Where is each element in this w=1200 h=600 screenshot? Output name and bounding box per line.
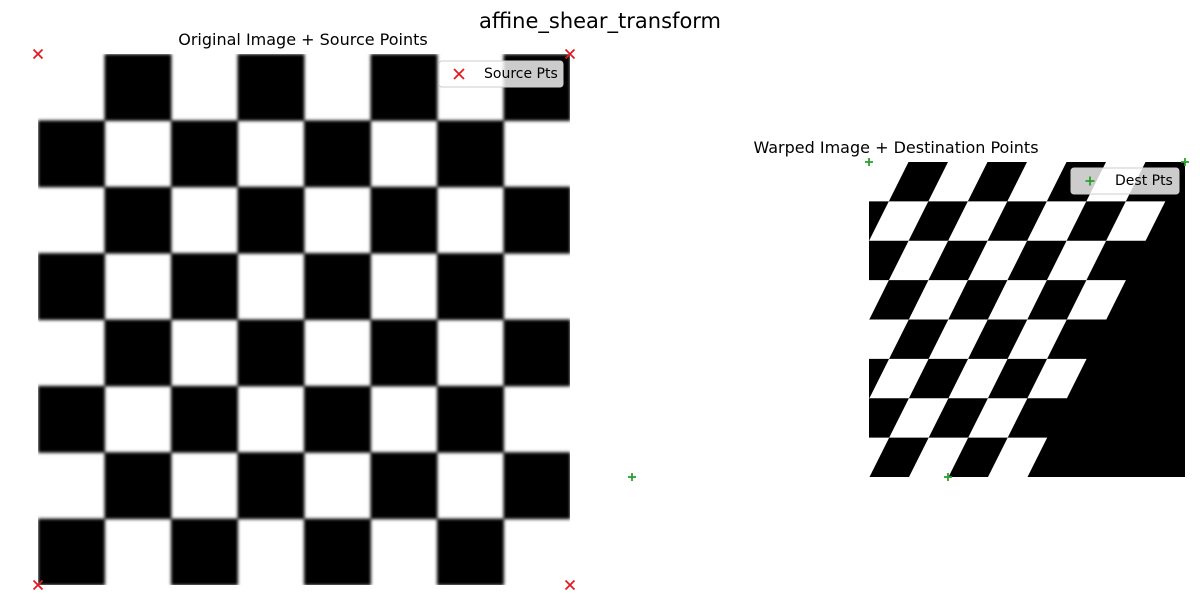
warped-cell <box>987 280 1047 320</box>
original-cell <box>503 186 570 254</box>
source-point-marker <box>32 48 44 60</box>
original-cell <box>304 385 371 453</box>
panel-original: Original Image + Source Points Source Pt… <box>32 30 576 591</box>
original-cell <box>237 452 305 520</box>
source-point-marker <box>564 48 576 60</box>
warped-cell <box>1027 358 1087 399</box>
warped-cell <box>1106 201 1166 241</box>
dest-legend-marker <box>1085 176 1095 186</box>
warped-cell <box>908 280 968 320</box>
warped-panel-title: Warped Image + Destination Points <box>753 138 1038 157</box>
warped-cell <box>909 437 969 477</box>
original-checkerboard-image <box>38 54 570 585</box>
original-cell <box>304 518 371 585</box>
warped-cell <box>948 358 1008 399</box>
original-cell <box>237 54 305 121</box>
source-legend: Source Pts <box>438 60 564 88</box>
original-cell <box>437 518 504 585</box>
original-cell <box>437 253 504 320</box>
dest-point-marker <box>628 473 636 481</box>
dest-point-marker <box>1181 158 1189 166</box>
warped-checkerboard-image <box>731 162 1185 477</box>
original-cell <box>104 452 172 520</box>
original-cell <box>503 319 570 387</box>
warped-cell <box>948 201 1008 241</box>
dest-legend: Dest Pts <box>1070 167 1180 195</box>
original-cell <box>370 452 438 520</box>
warped-cell <box>928 162 988 202</box>
warped-cell <box>731 398 790 437</box>
original-cell <box>171 518 238 585</box>
source-point-marker <box>564 579 576 591</box>
warped-cell <box>790 359 849 398</box>
warped-cell <box>869 280 889 320</box>
warped-cell <box>869 319 909 359</box>
warped-cell <box>869 398 870 400</box>
source-legend-label: Source Pts <box>484 66 558 82</box>
original-cell <box>38 253 105 320</box>
warped-cell <box>967 240 1028 281</box>
warped-cell <box>988 437 1048 477</box>
source-legend-marker <box>453 68 465 80</box>
warped-cell <box>1007 319 1067 359</box>
warped-cell <box>1046 240 1107 281</box>
dest-point-marker <box>944 473 952 481</box>
warped-cell <box>771 320 830 359</box>
original-cell <box>304 120 371 188</box>
original-cell <box>171 385 238 453</box>
source-points <box>32 48 576 591</box>
warped-cell <box>869 358 929 399</box>
dest-point-marker <box>865 158 873 166</box>
original-cell <box>370 54 438 121</box>
original-cell <box>104 186 172 254</box>
original-cell <box>104 54 172 121</box>
warped-cell <box>968 398 1028 438</box>
original-cell <box>503 452 570 520</box>
figure-title: affine_shear_transform <box>479 9 721 34</box>
original-cell <box>104 319 172 387</box>
original-cell <box>171 120 238 188</box>
source-legend-box <box>438 60 564 88</box>
dest-legend-box <box>1070 167 1180 195</box>
warped-cell <box>889 398 949 438</box>
original-cell <box>304 253 371 320</box>
original-cell <box>237 186 305 254</box>
warped-cell <box>869 162 909 202</box>
panel-warped: Warped Image + Destination Points Dest P… <box>628 138 1189 481</box>
destination-points <box>628 158 1189 481</box>
original-cell <box>38 385 105 453</box>
original-cell <box>171 253 238 320</box>
warped-cell <box>869 437 890 477</box>
original-cell <box>237 319 305 387</box>
original-cell <box>38 518 105 585</box>
source-point-marker <box>32 579 44 591</box>
dest-legend-symbol <box>1085 176 1095 186</box>
original-cell <box>437 385 504 453</box>
original-cell <box>370 319 438 387</box>
original-cell <box>38 120 105 188</box>
original-cell <box>437 120 504 188</box>
warped-cell <box>1066 280 1126 320</box>
original-cell <box>370 186 438 254</box>
warped-cell <box>928 319 988 359</box>
source-legend-symbol <box>453 68 465 80</box>
warped-cell <box>869 240 870 241</box>
warped-cell <box>1027 201 1087 241</box>
warped-cell <box>1007 162 1067 202</box>
warped-cell <box>751 438 810 477</box>
warped-cell <box>869 201 929 241</box>
warped-cell <box>888 240 949 281</box>
original-panel-title: Original Image + Source Points <box>178 30 427 49</box>
dest-legend-label: Dest Pts <box>1115 173 1173 189</box>
